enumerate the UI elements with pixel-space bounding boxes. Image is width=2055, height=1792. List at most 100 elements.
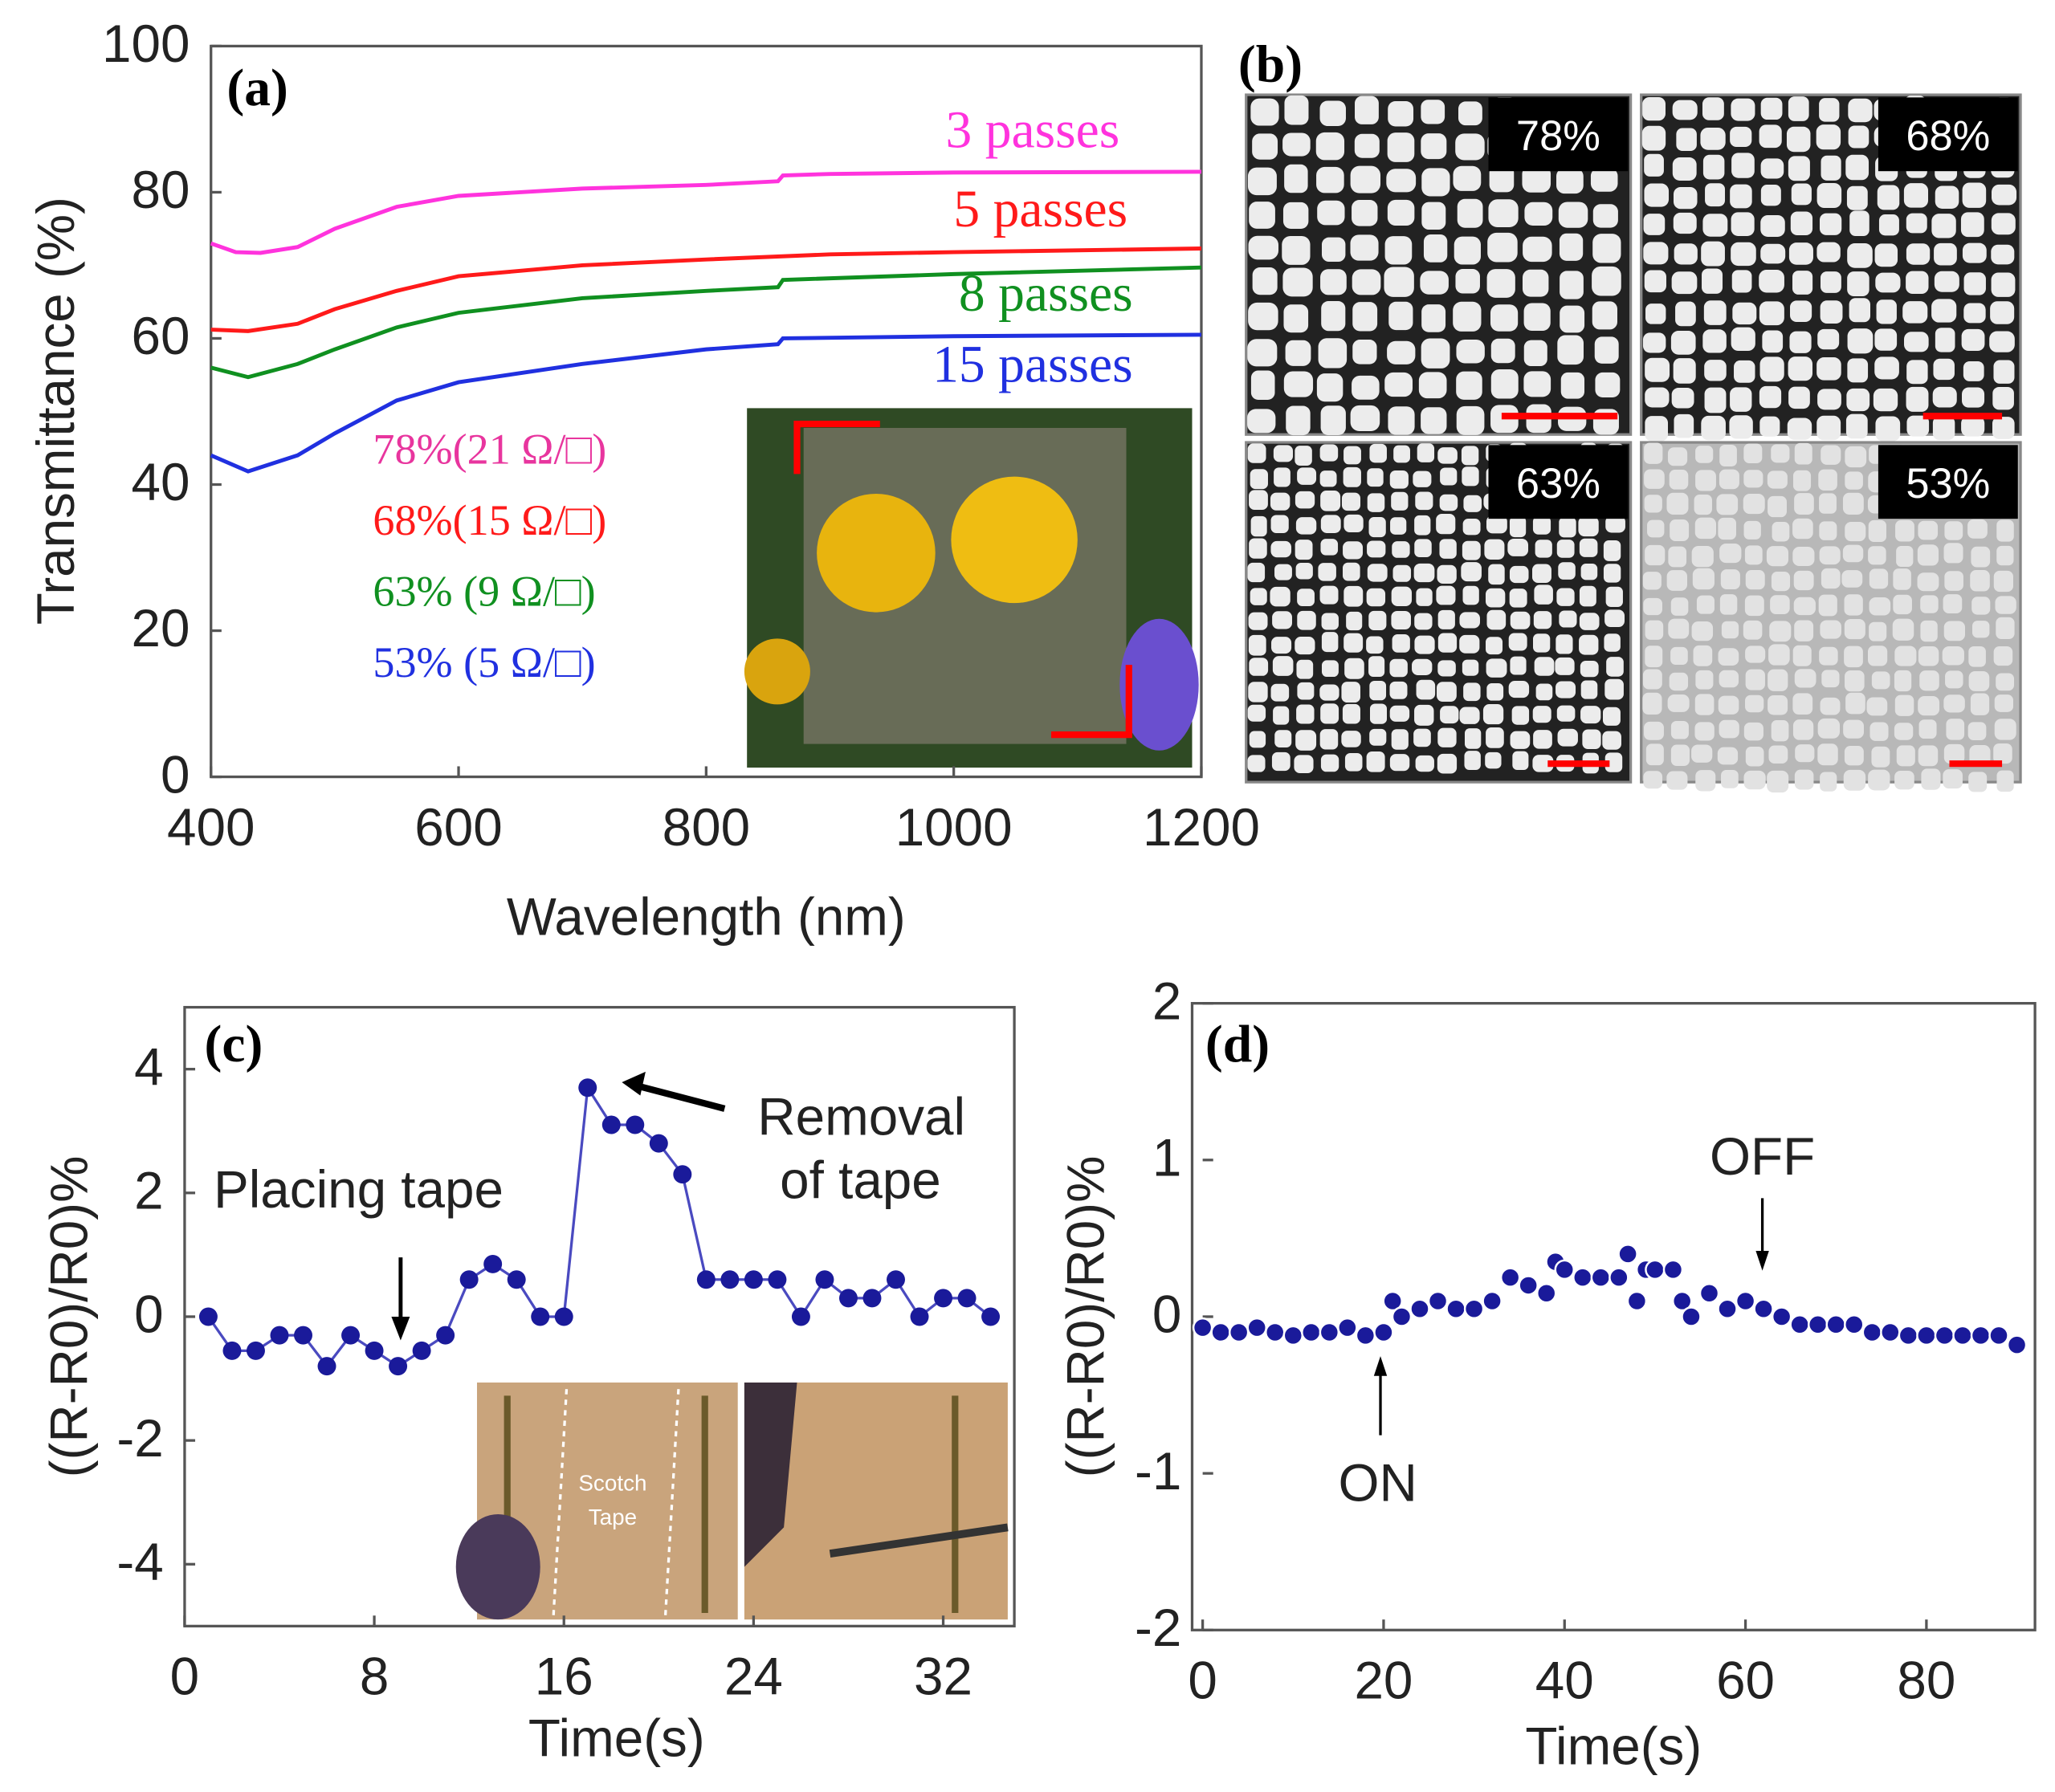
mesh-cell: [1250, 98, 1279, 126]
mesh-cell: [1788, 386, 1810, 409]
mesh-cell: [1595, 372, 1621, 397]
mesh-cell: [1816, 182, 1842, 209]
mesh-cell: [1416, 679, 1436, 700]
mesh-cell: [1694, 722, 1715, 741]
sheet-resistance-annotation: 78%(21 Ω/□): [373, 425, 606, 473]
mesh-cell: [1760, 243, 1786, 264]
mesh-cell: [1921, 768, 1941, 790]
mesh-cell: [1413, 470, 1432, 487]
mesh-cell: [1771, 444, 1790, 463]
mesh-cell: [1701, 415, 1726, 441]
mesh-cell: [1731, 327, 1755, 352]
mesh-cell: [1767, 470, 1788, 489]
mesh-cell: [1874, 243, 1898, 267]
mesh-cell: [1768, 695, 1788, 715]
mesh-cell: [1387, 132, 1415, 162]
mesh-cell: [1642, 96, 1666, 121]
mesh-cell: [1436, 585, 1456, 605]
mesh-cell: [1436, 514, 1456, 535]
mesh-cell: [1903, 332, 1929, 352]
mesh-cell: [1934, 271, 1959, 292]
y-tick-label: -2: [1135, 1599, 1181, 1657]
mesh-cell: [1772, 522, 1790, 542]
mesh-cell: [1967, 519, 1988, 539]
mesh-cell: [1250, 588, 1267, 605]
mesh-cell: [1743, 443, 1763, 464]
mesh-cell: [1389, 754, 1410, 772]
mesh-cell: [1793, 570, 1814, 591]
mesh-cell: [1794, 620, 1814, 641]
mesh-cell: [1844, 594, 1863, 616]
mesh-cell: [1967, 722, 1987, 740]
mesh-cell: [1717, 747, 1739, 765]
mesh-cell: [1343, 466, 1361, 487]
mesh-cell: [1508, 680, 1530, 698]
mesh-cell: [1366, 636, 1384, 654]
mesh-cell: [1695, 470, 1716, 491]
mesh-cell: [1668, 546, 1687, 568]
mesh-cell: [1440, 467, 1458, 486]
mesh-cell: [1691, 545, 1714, 568]
mesh-cell: [1642, 572, 1662, 590]
mesh-cell: [1743, 770, 1766, 790]
mesh-cell: [1745, 669, 1765, 690]
mesh-cell: [1296, 659, 1314, 679]
mesh-cell: [1344, 658, 1364, 679]
x-tick-label: 1200: [1143, 798, 1260, 857]
data-point: [317, 1357, 336, 1376]
mesh-cell: [1718, 517, 1736, 540]
mesh-cell: [1557, 335, 1584, 365]
mesh-cell: [1318, 338, 1348, 369]
x-tick-label: 16: [535, 1647, 593, 1706]
mesh-cell: [1673, 358, 1696, 384]
mesh-cell: [1873, 388, 1898, 412]
data-point: [365, 1341, 384, 1360]
mesh-cell: [1295, 491, 1315, 509]
mesh-cell: [1702, 268, 1723, 294]
mesh-cell: [1788, 156, 1810, 181]
mesh-cell: [1874, 328, 1898, 351]
mesh-cell: [1602, 707, 1621, 726]
mesh-cell: [1868, 519, 1886, 542]
mesh-cell: [1642, 669, 1662, 690]
mesh-cell: [1556, 168, 1584, 194]
series-label: 15 passes: [932, 336, 1133, 394]
data-point: [768, 1270, 787, 1289]
mesh-cell: [1876, 299, 1897, 324]
mesh-cell: [1248, 302, 1278, 331]
data-point: [815, 1270, 834, 1289]
mesh-cell: [1768, 644, 1790, 666]
panel-d-xlabel: Time(s): [1525, 1717, 1702, 1776]
mesh-cell: [1894, 670, 1912, 692]
mesh-cell: [1295, 540, 1313, 560]
data-point: [1482, 1290, 1503, 1312]
mesh-cell: [1556, 634, 1573, 654]
mesh-cell: [1455, 133, 1485, 161]
mesh-cell: [1485, 751, 1502, 769]
mesh-cell: [1270, 492, 1290, 511]
panel-c-annotation-placing: Placing tape: [214, 1160, 504, 1219]
mesh-cell: [1962, 387, 1985, 408]
mesh-cell: [1295, 730, 1317, 751]
data-point: [934, 1289, 953, 1308]
mesh-cell: [1906, 360, 1928, 385]
label-box: [1488, 445, 1629, 519]
mesh-cell: [1523, 371, 1551, 397]
mesh-cell: [1971, 546, 1991, 568]
mesh-cell: [1702, 329, 1727, 353]
x-tick-label: 32: [914, 1647, 972, 1706]
mesh-cell: [1934, 242, 1957, 266]
mesh-cell: [1760, 214, 1785, 237]
mesh-cell: [1453, 165, 1482, 191]
mesh-cell: [1320, 539, 1339, 556]
mesh-cell: [1666, 492, 1689, 515]
mesh-cell: [1702, 97, 1724, 120]
series-line-5-passes: [210, 246, 1202, 333]
mesh-cell: [1463, 682, 1481, 702]
mesh-cell: [1270, 683, 1290, 702]
mesh-cell: [1532, 755, 1554, 772]
mesh-cell: [1894, 694, 1914, 716]
mesh-cell: [1352, 375, 1380, 400]
mesh-cell: [1848, 125, 1869, 149]
mesh-cell: [1580, 680, 1598, 699]
